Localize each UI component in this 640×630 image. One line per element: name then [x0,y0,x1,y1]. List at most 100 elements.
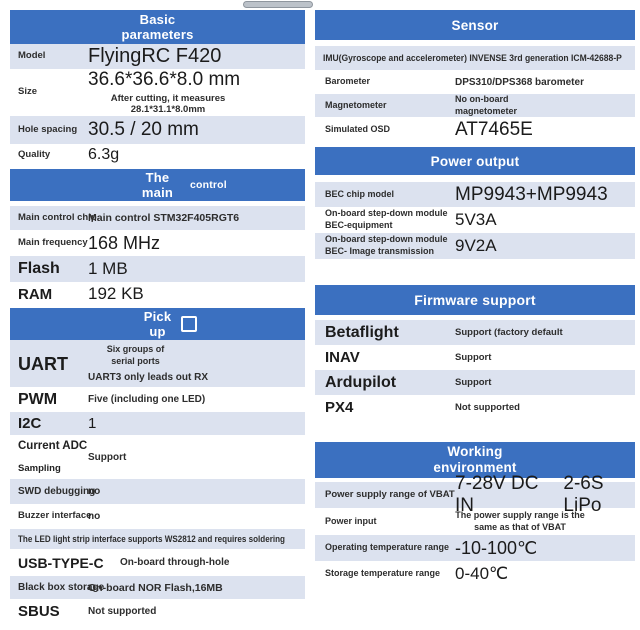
section-header-working-environment: Working environment [315,442,635,478]
row-model: Model FlyingRC F420 [10,44,305,69]
bec-equipment-label: On-board step-down module BEC-equipment [325,208,448,230]
swd-value: no [88,486,101,497]
row-usb-type-c: USB-TYPE-C On-board through-hole [10,549,305,576]
usb-value: On-board through-hole [120,557,230,568]
imu-text: IMU(Gyroscope and accelerometer) INVENSE… [323,53,622,63]
bec-image-value: 9V2A [455,236,497,256]
bec-equipment-value: 5V3A [455,210,497,230]
header-side-label: control [189,179,227,191]
osd-value: AT7465E [455,118,533,140]
vbat-label: Power supply range of VBAT [325,488,455,500]
i2c-label: I2C [18,415,42,432]
uart-value: UART3 only leads out RX [88,371,209,383]
header-title: Basic parameters [121,12,193,43]
osd-label: Simulated OSD [325,123,391,134]
power-input-label: Power input [325,515,377,526]
operating-temp-label: Operating temperature range [325,542,450,553]
header-line2: main [141,185,174,200]
ram-value: 192 KB [88,284,144,304]
row-blackbox-storage: Black box storage On-board NOR Flash,16M… [10,576,305,599]
sbus-value: Not supported [88,606,157,617]
px4-value: Not supported [455,402,520,413]
magnetometer-value: No on-board magnetometer [455,94,518,116]
barometer-value: DPS310/DPS368 barometer [455,76,584,88]
ardupilot-label: Ardupilot [325,373,397,391]
square-icon [181,316,198,332]
barometer-label: Barometer [325,76,371,87]
header-title: Pick up [144,309,172,340]
vbat-value-dc: 7-28V DC IN [455,473,539,516]
adc-label-line2: Sampling [18,463,61,474]
row-barometer: Barometer DPS310/DPS368 barometer [315,70,635,94]
section-header-basic-parameters: Basic parameters [10,10,305,44]
right-column: Sensor IMU(Gyroscope and accelerometer) … [315,10,635,587]
swd-label: SWD debugging [18,486,96,497]
magnetometer-label: Magnetometer [325,99,387,110]
vbat-value-lipo: 2-6S LiPo [563,473,604,516]
model-value: FlyingRC F420 [88,45,222,67]
model-label: Model [18,50,46,62]
row-inav: INAV Support [315,345,635,370]
row-uart: UART Six groups of serial ports UART3 on… [10,340,305,387]
row-bec-image-transmission: On-board step-down module BEC- Image tra… [315,233,635,259]
blackbox-label: Black box storage [18,582,105,593]
adc-value: Support [88,451,127,463]
row-hole-spacing: Hole spacing 30.5 / 20 mm [10,116,305,144]
ram-label: RAM [18,285,53,303]
row-swd-debugging: SWD debugging no [10,479,305,504]
ardupilot-value: Support [455,377,492,388]
section-header-main-control: The main control [10,169,305,201]
betaflight-value: Support (factory default [455,327,563,338]
frequency-value: 168 MHz [88,232,161,253]
row-vbat-range: Power supply range of VBAT 7-28V DC IN 2… [315,473,635,516]
adc-label-group: Current ADC Sampling [10,435,88,479]
row-main-control-chip: Main control chip Main control STM32F405… [10,206,305,230]
led-strip-text: The LED light strip interface supports W… [18,533,285,545]
hole-spacing-value: 30.5 / 20 mm [88,119,199,141]
row-main-frequency: Main frequency 168 MHz [10,230,305,256]
row-bec-chip: BEC chip model MP9943+MP9943 [315,182,635,207]
hole-spacing-label: Hole spacing [18,123,78,135]
buzzer-label: Buzzer interface [18,510,92,522]
left-column: Basic parameters Model FlyingRC F420 Siz… [10,10,305,624]
quality-value: 6.3g [88,146,120,164]
row-quality: Quality 6.3g [10,144,305,167]
storage-temp-value: 0-40℃ [455,564,509,584]
power-input-value: The power supply range is the same as th… [455,509,585,532]
inav-label: INAV [325,349,360,366]
header-title: Sensor [451,17,499,33]
uart-note: Six groups of serial ports [88,344,183,367]
uart-note-line1: Six groups of [106,344,165,355]
header-line1: Basic [139,11,176,27]
header-title: Working environment [433,444,516,476]
size-note-line1: After cutting, it measures [110,92,226,104]
pwm-value: Five (including one LED) [88,394,206,405]
operating-temp-value: -10-100℃ [455,537,538,558]
size-note: After cutting, it measures 28.1*31.1*8.0… [88,93,248,117]
section-header-firmware-support: Firmware support [315,285,635,315]
uart-label: UART [18,353,68,374]
uart-note-line2: serial ports [111,355,160,366]
header-title: Firmware support [414,292,536,308]
buzzer-value: no [88,511,101,522]
row-current-adc-sampling: Current ADC Sampling Support [10,435,305,479]
top-drag-handle [243,1,313,8]
row-simulated-osd: Simulated OSD AT7465E [315,117,635,142]
row-pwm: PWM Five (including one LED) [10,387,305,412]
chip-value: Main control STM32F405RGT6 [88,212,240,224]
flash-value: 1 MB [88,259,128,279]
row-betaflight: Betaflight Support (factory default [315,320,635,345]
header-line2: parameters [121,27,194,42]
row-imu: IMU(Gyroscope and accelerometer) INVENSE… [315,46,635,70]
row-px4: PX4 Not supported [315,395,635,420]
row-i2c: I2C 1 [10,412,305,435]
quality-label: Quality [18,149,51,161]
px4-label: PX4 [325,399,354,416]
row-operating-temperature: Operating temperature range -10-100℃ [315,535,635,561]
section-header-sensor: Sensor [315,10,635,40]
row-magnetometer: Magnetometer No on-board magnetometer [315,94,635,117]
row-storage-temperature: Storage temperature range 0-40℃ [315,561,635,587]
row-led-strip: The LED light strip interface supports W… [10,529,305,549]
header-line1: The [145,169,170,185]
